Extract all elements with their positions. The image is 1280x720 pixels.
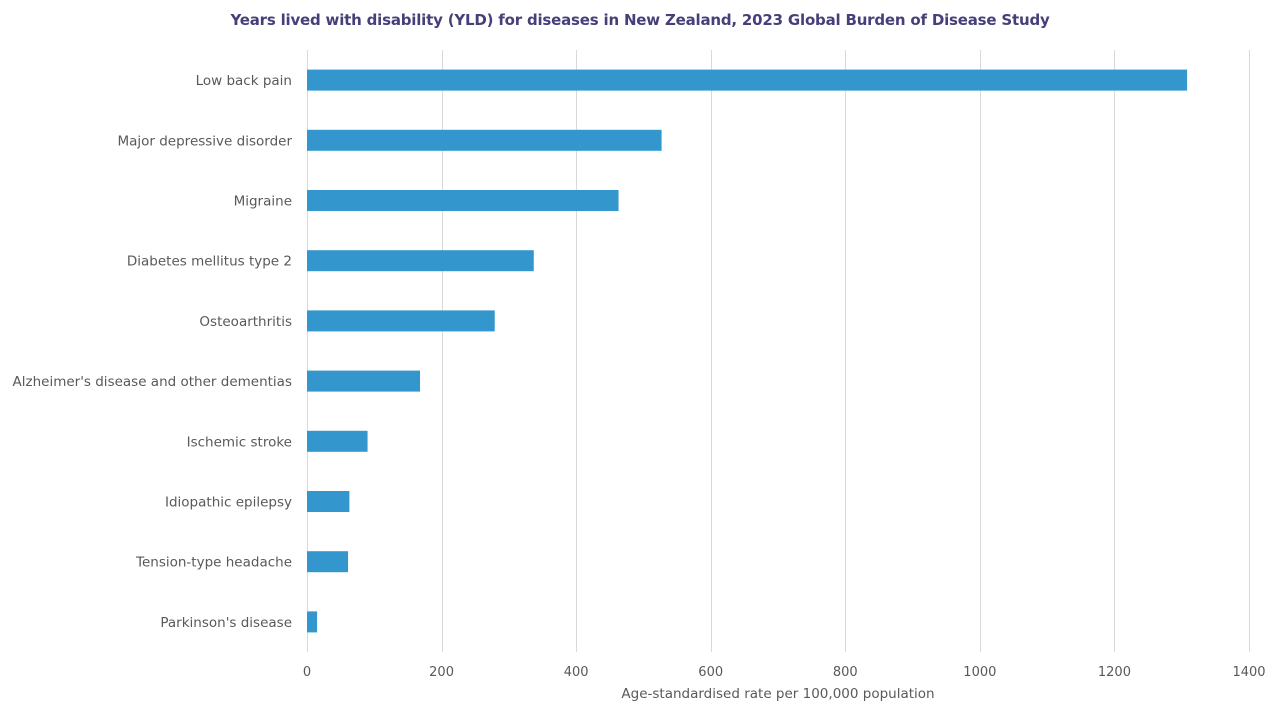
x-tick-label: 0 [303, 665, 311, 680]
x-tick-label: 1200 [1098, 665, 1131, 680]
category-label: Ischemic stroke [187, 434, 292, 450]
category-label: Migraine [234, 194, 292, 210]
bar [307, 310, 495, 332]
category-label: Parkinson's disease [160, 615, 292, 631]
x-axis-title: Age-standardised rate per 100,000 popula… [621, 686, 934, 702]
x-tick-labels: 0 200 400 600 800 1000 1200 1400 [303, 665, 1266, 680]
bar [307, 190, 619, 211]
bar [307, 491, 350, 512]
gridlines [307, 50, 1250, 652]
category-label: Osteoarthritis [199, 314, 292, 330]
category-label: Idiopathic epilepsy [165, 495, 292, 511]
bars [307, 69, 1188, 633]
bar [307, 129, 662, 151]
bar [307, 250, 534, 272]
chart-title: Years lived with disability (YLD) for di… [230, 11, 1050, 29]
category-label: Low back pain [196, 73, 292, 89]
x-tick-label: 600 [698, 665, 723, 680]
bar [307, 430, 368, 452]
bar [307, 69, 1188, 91]
category-label: Alzheimer's disease and other dementias [13, 374, 292, 390]
x-tick-label: 800 [833, 665, 858, 680]
x-tick-label: 200 [429, 665, 454, 680]
category-label: Major depressive disorder [117, 133, 292, 149]
x-tick-label: 1000 [963, 665, 996, 680]
x-tick-label: 1400 [1232, 665, 1265, 680]
bar [307, 551, 349, 573]
category-label: Tension-type headache [135, 555, 292, 571]
bar [307, 370, 421, 392]
category-labels: Low back pain Major depressive disorder Mi… [13, 73, 293, 631]
bar [307, 611, 318, 633]
category-label: Diabetes mellitus type 2 [127, 254, 292, 270]
x-tick-label: 400 [564, 665, 589, 680]
